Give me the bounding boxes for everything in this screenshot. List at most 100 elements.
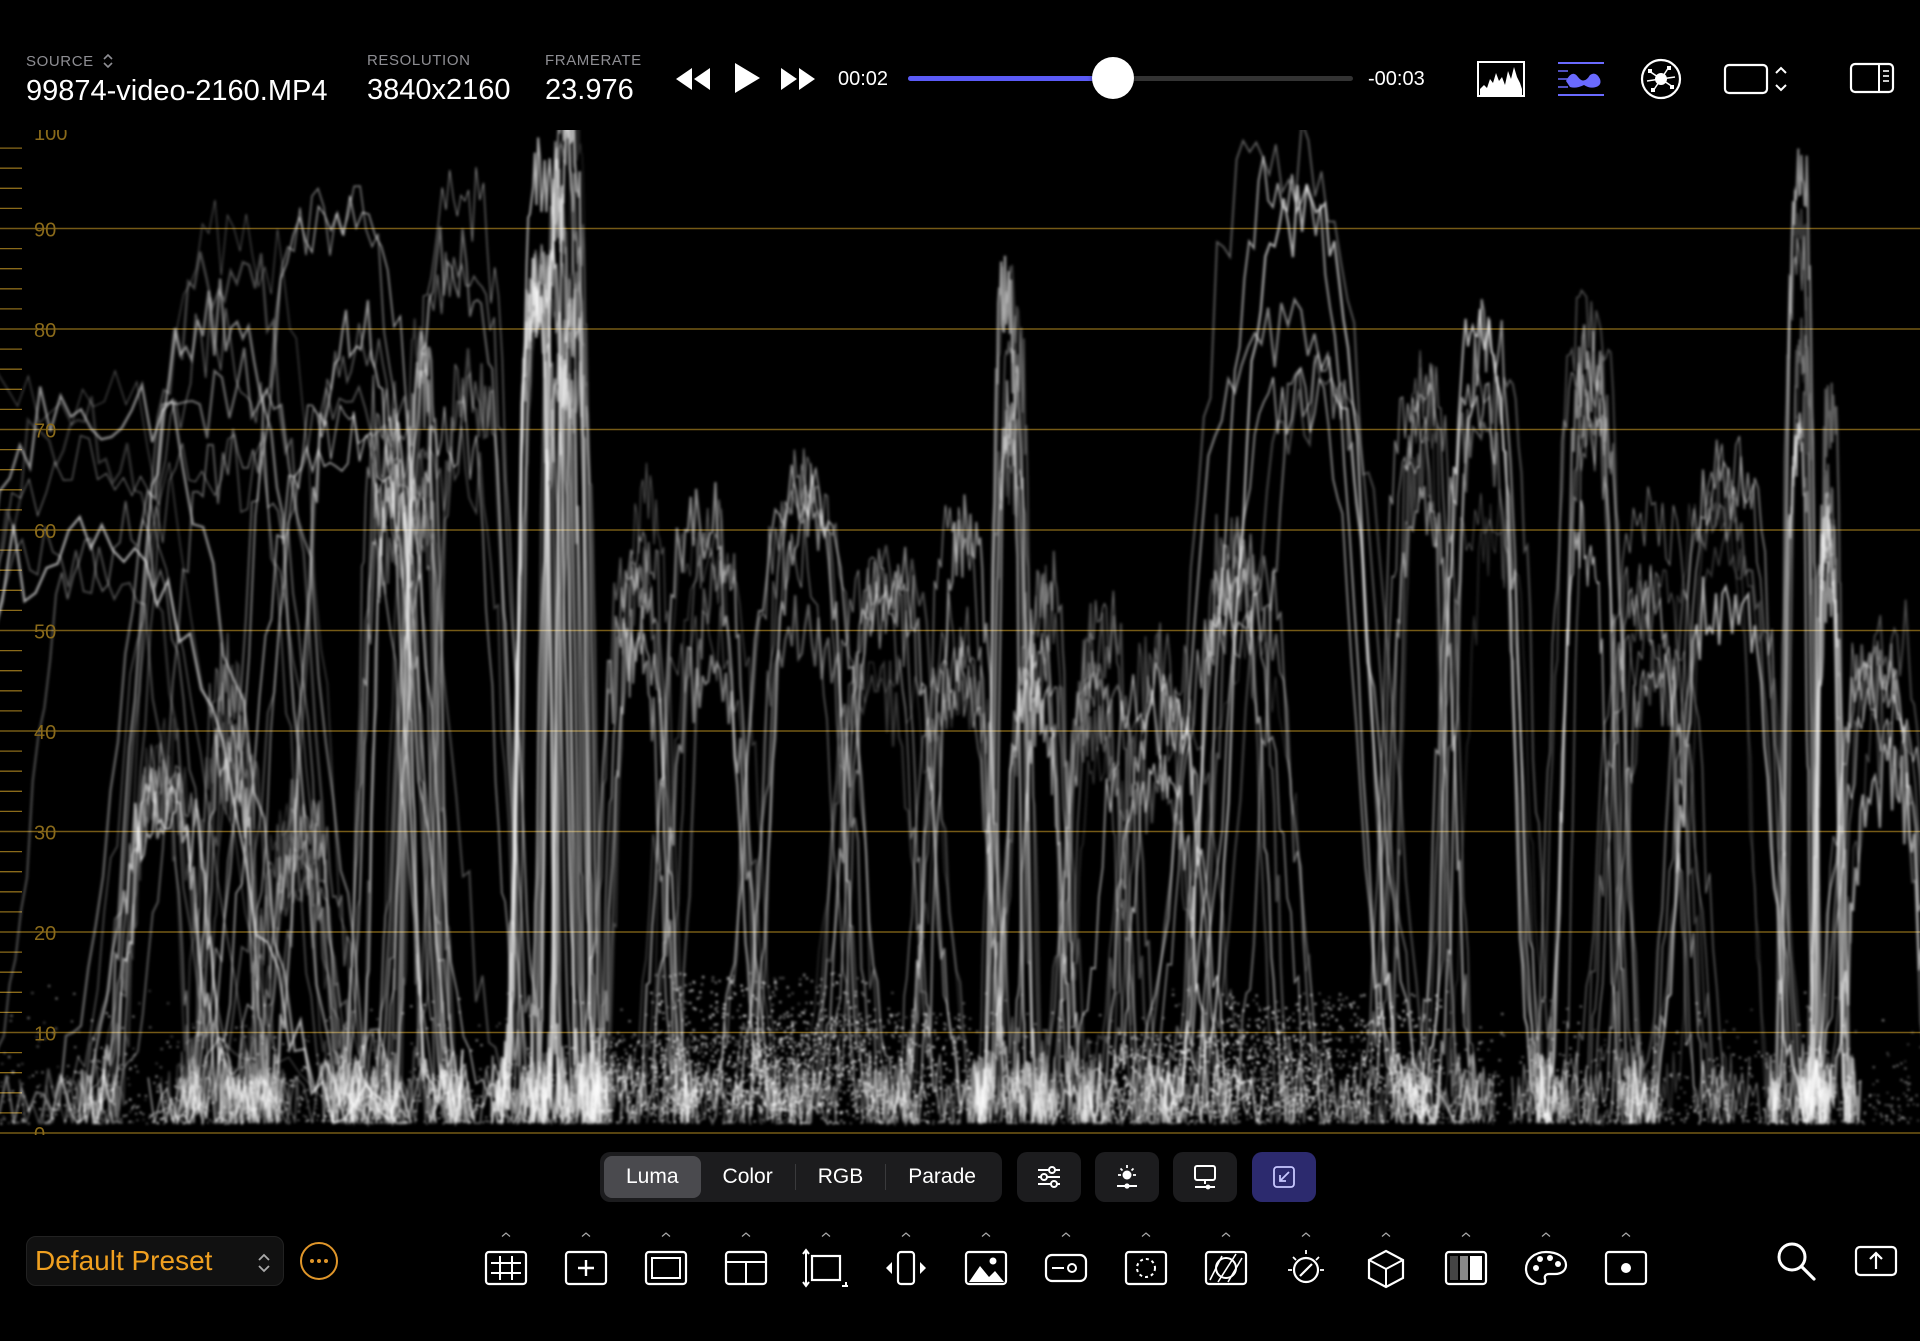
chevron-up-icon bbox=[1621, 1232, 1631, 1237]
vectorscope-button[interactable] bbox=[1634, 56, 1688, 102]
scale-label: 20 bbox=[34, 923, 56, 945]
scope-display-button[interactable] bbox=[1173, 1152, 1237, 1202]
chevron-up-icon bbox=[1381, 1232, 1391, 1237]
sidebar-toggle-icon bbox=[1849, 62, 1895, 94]
preset-selector[interactable]: Default Preset bbox=[26, 1236, 284, 1286]
exposure-dial-tool-button[interactable] bbox=[1278, 1232, 1334, 1290]
export-button[interactable] bbox=[1852, 1237, 1900, 1285]
scale-label: 50 bbox=[34, 622, 56, 644]
mode-parade[interactable]: Parade bbox=[886, 1156, 998, 1198]
chevron-up-icon bbox=[1541, 1232, 1551, 1237]
layout-icon bbox=[724, 1250, 768, 1286]
waveform-button[interactable] bbox=[1554, 56, 1608, 102]
resolution-label: RESOLUTION bbox=[367, 52, 471, 69]
source-info[interactable]: SOURCE 99874-video-2160.MP4 bbox=[26, 52, 327, 108]
chevron-up-icon bbox=[821, 1232, 831, 1237]
scale-label: 60 bbox=[34, 521, 56, 543]
scale-label: 90 bbox=[34, 220, 56, 242]
source-filename: 99874-video-2160.MP4 bbox=[26, 75, 328, 107]
gradient-bars-icon bbox=[1444, 1250, 1488, 1286]
chevron-up-icon bbox=[581, 1232, 591, 1237]
scale-label: 30 bbox=[34, 823, 56, 845]
sliders-icon bbox=[1038, 1166, 1060, 1188]
grid-tool-button[interactable] bbox=[478, 1232, 534, 1290]
scale-label: 80 bbox=[34, 320, 56, 342]
frame-tool-button[interactable] bbox=[638, 1232, 694, 1290]
horizontal-flip-tool-button[interactable] bbox=[878, 1232, 934, 1290]
play-button[interactable] bbox=[726, 58, 768, 98]
aspect-frame-icon bbox=[1723, 63, 1787, 95]
rewind-icon bbox=[676, 68, 710, 90]
resolution-value: 3840x2160 bbox=[367, 74, 511, 106]
chevron-up-icon bbox=[741, 1232, 751, 1237]
scale-label: 70 bbox=[34, 421, 56, 443]
mode-color-label: Color bbox=[722, 1165, 773, 1188]
mode-color[interactable]: Color bbox=[701, 1156, 795, 1198]
mode-rgb-label: RGB bbox=[817, 1165, 864, 1188]
mode-luma-label: Luma bbox=[626, 1165, 679, 1188]
chevron-up-icon bbox=[901, 1232, 911, 1237]
spot-meter-icon bbox=[1604, 1250, 1648, 1286]
chevron-up-down-icon[interactable] bbox=[102, 52, 114, 70]
chevron-up-icon bbox=[1221, 1232, 1231, 1237]
framerate-label: FRAMERATE bbox=[545, 52, 642, 69]
focus-circle-icon bbox=[1124, 1250, 1168, 1286]
focus-circle-tool-button[interactable] bbox=[1118, 1232, 1174, 1290]
preset-name: Default Preset bbox=[35, 1245, 213, 1276]
framerate-value: 23.976 bbox=[545, 74, 634, 106]
search-icon bbox=[1777, 1242, 1816, 1281]
zebra-icon bbox=[1204, 1250, 1248, 1286]
frame-icon bbox=[644, 1250, 688, 1286]
zebra-tool-button[interactable] bbox=[1198, 1232, 1254, 1290]
lut-cube-tool-button[interactable] bbox=[1358, 1232, 1414, 1290]
grid-icon bbox=[484, 1250, 528, 1286]
palette-icon bbox=[1524, 1250, 1568, 1286]
histogram-button[interactable] bbox=[1474, 56, 1528, 102]
vectorscope-icon bbox=[1640, 58, 1682, 100]
mode-separator bbox=[794, 1164, 796, 1190]
chevron-up-down-icon bbox=[258, 1253, 270, 1273]
chevron-up-icon bbox=[981, 1232, 991, 1237]
scale-label: 0 bbox=[34, 1124, 45, 1135]
crosshair-box-tool-button[interactable] bbox=[558, 1232, 614, 1290]
waveform-scope: 100 90 80 70 60 50 40 30 20 10 0 bbox=[0, 130, 1920, 1135]
search-button[interactable] bbox=[1772, 1237, 1820, 1285]
source-label: SOURCE bbox=[26, 52, 94, 70]
spot-meter-tool-button[interactable] bbox=[1598, 1232, 1654, 1290]
horizontal-flip-icon bbox=[886, 1250, 926, 1286]
false-color-icon bbox=[1044, 1253, 1088, 1283]
mode-luma[interactable]: Luma bbox=[604, 1156, 701, 1198]
chevron-up-icon bbox=[1141, 1232, 1151, 1237]
false-color-tool-button[interactable] bbox=[1038, 1232, 1094, 1290]
rewind-button[interactable] bbox=[672, 62, 714, 96]
aspect-frame-button[interactable] bbox=[1722, 58, 1794, 100]
lut-cube-icon bbox=[1367, 1249, 1405, 1289]
chevron-up-icon bbox=[501, 1232, 511, 1237]
scale-label: 40 bbox=[34, 722, 56, 744]
chevron-up-icon bbox=[1461, 1232, 1471, 1237]
elapsed-time: 00:02 bbox=[838, 68, 889, 90]
palette-tool-button[interactable] bbox=[1518, 1232, 1574, 1290]
scrubber-knob[interactable] bbox=[1091, 57, 1134, 99]
collapse-icon bbox=[1273, 1166, 1295, 1188]
waveform-icon bbox=[1558, 62, 1604, 96]
waveform-trace bbox=[0, 130, 1920, 1128]
gradient-bars-tool-button[interactable] bbox=[1438, 1232, 1494, 1290]
scope-collapse-button[interactable] bbox=[1252, 1152, 1316, 1202]
resize-tool-button[interactable] bbox=[798, 1232, 854, 1290]
scope-brightness-button[interactable] bbox=[1095, 1152, 1159, 1202]
mode-parade-label: Parade bbox=[908, 1165, 976, 1188]
more-options-button[interactable] bbox=[300, 1242, 338, 1280]
sidebar-toggle-button[interactable] bbox=[1848, 58, 1896, 98]
mode-separator bbox=[885, 1164, 887, 1190]
fast-forward-button[interactable] bbox=[777, 62, 819, 96]
mode-rgb[interactable]: RGB bbox=[796, 1156, 886, 1198]
chevron-up-icon bbox=[1061, 1232, 1071, 1237]
image-tool-button[interactable] bbox=[958, 1232, 1014, 1290]
export-icon bbox=[1854, 1245, 1898, 1277]
layout-tool-button[interactable] bbox=[718, 1232, 774, 1290]
scope-settings-button[interactable] bbox=[1017, 1152, 1081, 1202]
playback-scrubber[interactable] bbox=[908, 57, 1353, 99]
